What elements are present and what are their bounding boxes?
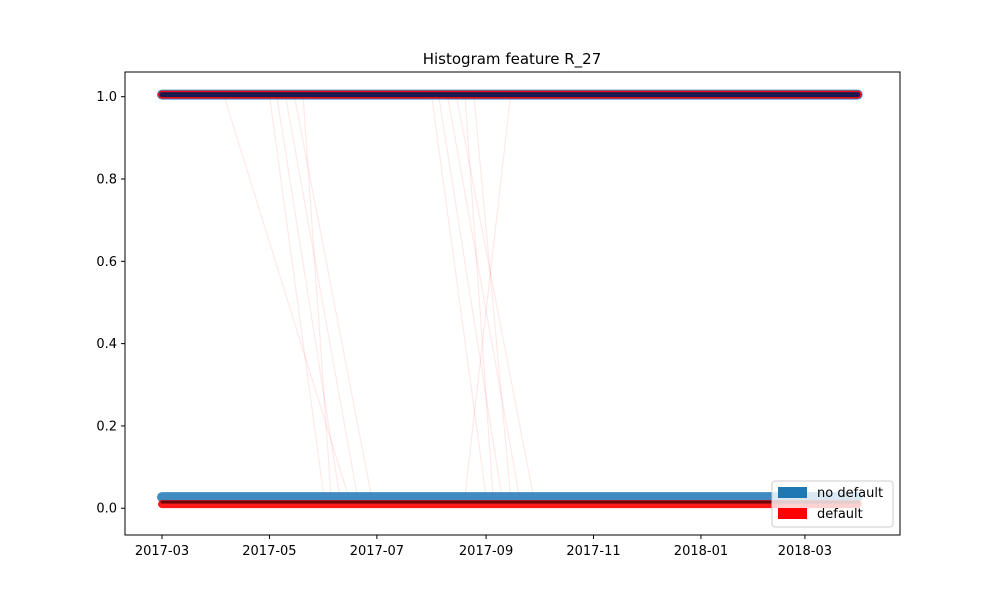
transition-line [268, 94, 325, 498]
transition-line [223, 94, 350, 498]
transition-line [464, 94, 494, 498]
y-axis: 0.0 0.2 0.4 0.6 0.8 1.0 [96, 90, 125, 517]
x-tick-label: 2017-05 [242, 544, 296, 559]
legend-label-no-default: no default [817, 486, 883, 501]
x-tick-label: 2017-03 [135, 544, 189, 559]
transition-line [293, 94, 373, 498]
legend: no default default [771, 480, 894, 528]
transition-line [473, 94, 512, 498]
legend-swatch-default [778, 508, 807, 519]
legend-swatch-no-default [778, 487, 807, 498]
x-tick-label: 2017-07 [350, 544, 404, 559]
transition-line [275, 94, 341, 498]
axes-frame [124, 71, 901, 536]
chart-title: Histogram feature R_27 [423, 50, 602, 69]
y-tick-label: 0.6 [96, 255, 117, 270]
x-tick-label: 2017-11 [566, 544, 620, 559]
y-tick-label: 0.4 [96, 337, 117, 352]
transition-line [302, 94, 332, 498]
y-tick-label: 0.2 [96, 419, 117, 434]
transition-line [446, 94, 521, 498]
transition-line [284, 94, 359, 498]
x-tick-label: 2017-09 [459, 544, 513, 559]
x-tick-label: 2018-03 [778, 544, 832, 559]
transition-line [455, 94, 535, 498]
x-tick-label: 2018-01 [674, 544, 728, 559]
plot-area [157, 89, 863, 509]
transition-line [437, 94, 503, 498]
legend-label-default: default [817, 507, 863, 522]
transition-line [464, 94, 512, 498]
y-tick-label: 0.8 [96, 173, 117, 188]
y-tick-label: 0.0 [96, 502, 117, 517]
transition-line [430, 94, 487, 498]
y-tick-label: 1.0 [96, 90, 117, 105]
x-axis: 2017-03 2017-05 2017-07 2017-09 2017-11 2018-… [135, 535, 832, 559]
